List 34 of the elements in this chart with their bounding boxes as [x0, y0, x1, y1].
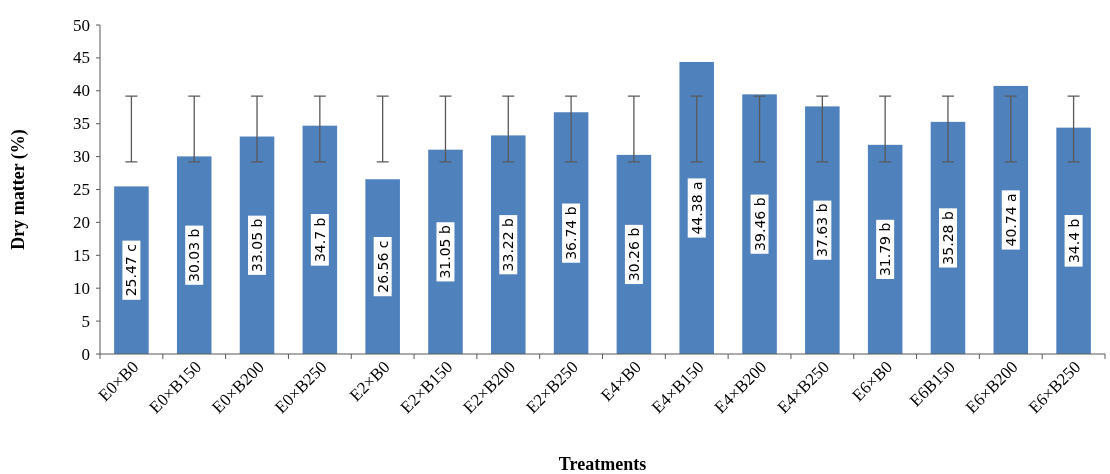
- y-tick-label: 25: [73, 180, 90, 199]
- data-label: 34.7 b: [311, 217, 328, 263]
- bar: [491, 135, 526, 354]
- data-label: 36.74 b: [563, 206, 580, 260]
- bar: [1056, 127, 1091, 354]
- y-tick-label: 30: [73, 147, 90, 167]
- bar: [805, 106, 840, 354]
- data-label: 44.38 a: [688, 181, 705, 235]
- y-tick-label: 20: [73, 212, 90, 232]
- bar: [742, 94, 777, 354]
- y-tick-label: 15: [73, 245, 90, 265]
- data-label: 37.63 b: [814, 203, 831, 257]
- data-label: 39.46 b: [751, 197, 768, 251]
- bar: [679, 61, 714, 354]
- y-tick-label: 5: [81, 311, 90, 331]
- data-label: 31.79 b: [877, 222, 894, 277]
- y-tick-label: 10: [73, 278, 90, 298]
- data-label: 35.28 b: [939, 211, 956, 265]
- y-tick-label: 0: [81, 344, 90, 364]
- y-tick-label: 40: [73, 81, 90, 101]
- data-label: 34.4 b: [1065, 218, 1082, 264]
- data-label: 31.05 b: [437, 225, 454, 279]
- data-label: 26.56 c: [374, 240, 391, 293]
- y-tick-label: 35: [73, 114, 90, 134]
- data-label: 30.03 b: [186, 228, 203, 282]
- data-label: 30.26 b: [625, 227, 642, 282]
- data-label: 25.47 c: [123, 244, 140, 297]
- data-label: 33.22 b: [500, 217, 517, 272]
- y-axis-title: Dry matter (%): [8, 129, 29, 250]
- data-label: 40.74 a: [1002, 193, 1019, 247]
- x-axis-title: Treatments: [558, 454, 647, 474]
- y-tick-label: 45: [73, 48, 90, 68]
- data-label: 33.05 b: [249, 218, 266, 272]
- y-tick-label: 50: [73, 15, 90, 35]
